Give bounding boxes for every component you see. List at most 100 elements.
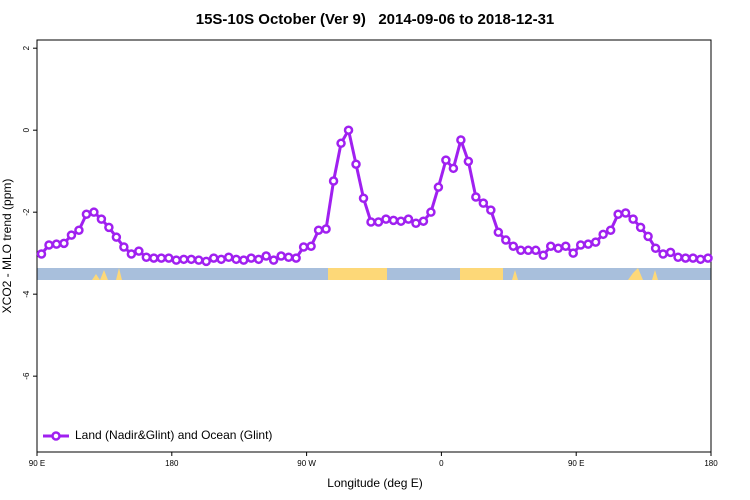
y-tick-label: -6 [22, 372, 31, 380]
point [531, 245, 541, 256]
point [478, 198, 489, 208]
point [186, 254, 197, 265]
point [471, 192, 481, 202]
point [635, 222, 646, 233]
point [149, 253, 159, 263]
y-axis-label: XCO2 - MLO trend (ppm) [0, 179, 14, 314]
point [276, 251, 286, 261]
series-line [40, 126, 709, 263]
point [463, 156, 474, 167]
point [703, 253, 713, 263]
x-tick-label: 90 W [297, 459, 316, 468]
point [171, 255, 182, 265]
point [366, 217, 376, 227]
point [261, 251, 271, 261]
point [486, 205, 496, 215]
y-tick-label: 0 [22, 127, 31, 132]
point [321, 224, 331, 234]
point [328, 176, 339, 186]
point [620, 208, 631, 218]
point [418, 216, 429, 226]
x-tick-label: 0 [439, 459, 444, 468]
y-tick-label: -4 [22, 290, 31, 298]
point [81, 209, 92, 219]
point [501, 235, 511, 245]
point [291, 253, 301, 263]
point [613, 209, 623, 219]
x-tick-label: 180 [704, 459, 718, 468]
x-tick-label: 180 [165, 459, 179, 468]
point [553, 243, 563, 254]
point [89, 207, 99, 217]
point [456, 135, 466, 145]
point [373, 217, 384, 227]
land-band [328, 268, 387, 280]
chart-title: 15S-10S October (Ver 9) 2014-09-06 to 20… [196, 11, 555, 28]
point [313, 225, 324, 235]
legend-label: Land (Nadir&Glint) and Ocean (Glint) [75, 428, 272, 442]
land-patch [92, 268, 658, 280]
point [126, 249, 137, 259]
point [134, 246, 144, 256]
x-axis-label: Longitude (deg E) [327, 476, 422, 490]
point [680, 253, 691, 263]
point [179, 254, 189, 265]
point [208, 253, 219, 263]
point [538, 250, 548, 260]
point [119, 242, 129, 252]
point [194, 255, 204, 265]
y-tick-label: 2 [22, 45, 31, 50]
point [343, 125, 354, 135]
point [74, 225, 84, 235]
point [441, 155, 451, 165]
point [411, 218, 421, 228]
point [396, 216, 406, 226]
point [403, 214, 414, 224]
point [238, 255, 249, 265]
point [560, 241, 571, 251]
point [306, 241, 316, 251]
point [351, 159, 361, 169]
point [448, 163, 459, 174]
point [156, 253, 167, 263]
point [96, 214, 107, 224]
point [358, 193, 369, 203]
point [283, 252, 294, 263]
point [433, 182, 444, 192]
point [253, 254, 264, 265]
point [388, 215, 399, 226]
point [246, 253, 256, 263]
point [688, 253, 698, 263]
point [59, 238, 69, 249]
point [426, 207, 436, 217]
point [598, 229, 608, 240]
point [508, 241, 519, 251]
point [665, 247, 676, 258]
point [66, 230, 77, 240]
point [673, 252, 683, 263]
point [493, 227, 504, 238]
point [141, 252, 152, 263]
point [164, 253, 174, 263]
point [628, 214, 638, 224]
point [216, 254, 226, 265]
point [516, 245, 526, 256]
point [643, 231, 653, 242]
plot-frame [36, 39, 712, 453]
point [223, 252, 234, 263]
point [44, 240, 54, 250]
point [658, 249, 668, 259]
y-tick-label: -2 [22, 208, 31, 216]
x-tick-label: 90 E [29, 459, 45, 468]
point [575, 240, 586, 250]
point [568, 248, 578, 258]
point [695, 254, 706, 265]
point [51, 239, 62, 249]
x-tick-label: 90 E [568, 459, 584, 468]
legend-marker [51, 431, 61, 441]
point [336, 138, 346, 149]
point [590, 237, 601, 247]
land-band [460, 268, 503, 280]
point [605, 225, 616, 235]
point [381, 214, 391, 224]
